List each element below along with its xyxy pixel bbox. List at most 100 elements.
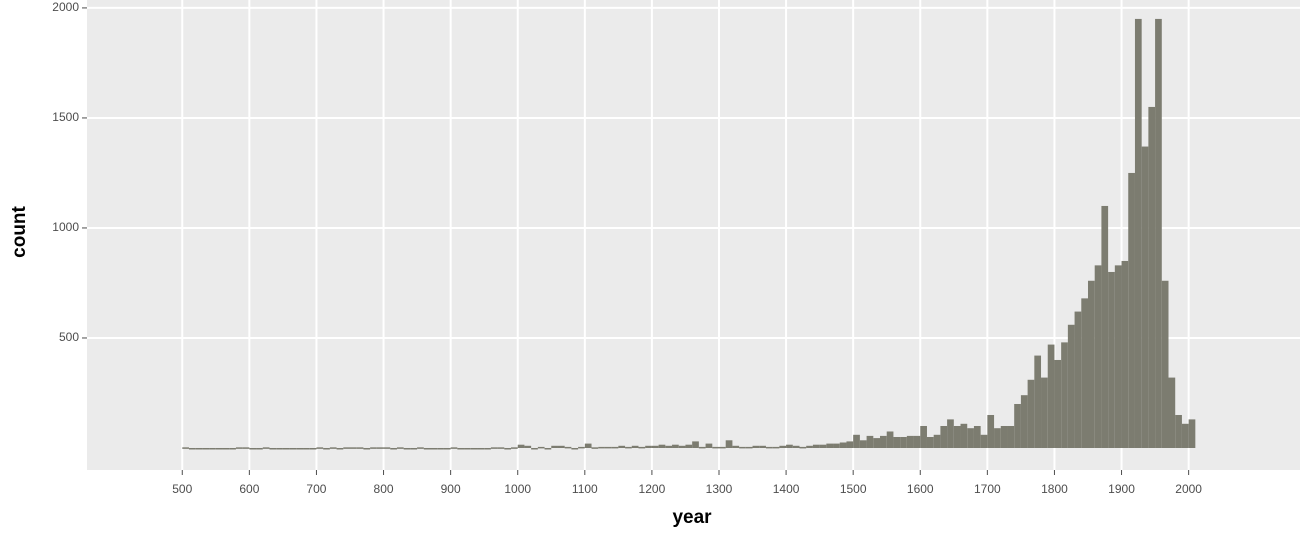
bar [477,447,485,450]
bar [343,447,350,449]
bar [745,446,753,449]
bar [692,441,699,448]
bar [953,425,961,448]
bar [685,444,693,448]
bar [698,446,706,449]
bar [269,447,277,450]
x-tick-label: 900 [441,482,461,496]
bar [1175,414,1182,448]
bar [718,446,726,449]
bar [618,445,626,448]
x-tick-label: 1800 [1041,482,1068,496]
bar [537,446,545,449]
bar [1168,377,1176,448]
x-tick-label: 700 [306,482,326,496]
bar [249,447,257,450]
bar [786,444,793,448]
bar [309,447,317,450]
bar [926,436,934,448]
bar [551,445,558,448]
bar [1087,280,1095,448]
bar [987,414,995,448]
bar [256,447,263,450]
bar [504,447,512,450]
bar [1027,379,1035,448]
x-tick-label: 500 [172,482,192,496]
bar [980,434,988,448]
bar [296,447,304,450]
bar [725,440,733,448]
bar [1161,280,1169,448]
bar [779,445,787,448]
bar [363,447,371,450]
x-tick-label: 1400 [773,482,800,496]
bar [329,447,337,449]
x-tick-label: 1900 [1108,482,1135,496]
bar [1148,106,1156,448]
bar [967,428,974,448]
bar [1081,298,1088,448]
bar [215,447,223,450]
bar [933,434,941,448]
bar [658,444,666,448]
bar [336,447,344,450]
bar [511,447,518,449]
bar [806,445,813,448]
bar [1047,344,1055,448]
bar [846,441,854,448]
x-tick-label: 1300 [706,482,733,496]
bar [625,446,632,449]
bar [1020,395,1028,448]
y-axis-title: count [9,205,30,257]
bar [188,447,196,450]
bar [1101,205,1109,448]
bar [732,445,740,448]
bar [396,447,404,449]
bar [1181,423,1189,448]
bar [833,443,840,448]
x-tick-label: 2000 [1175,482,1202,496]
bar [752,445,760,448]
bar [1067,324,1075,448]
bar [383,447,391,449]
x-tick-label: 800 [374,482,394,496]
bar [403,447,411,450]
bar [1108,271,1115,448]
y-tick-label: 1500 [52,110,79,124]
bar [604,446,612,449]
y-tick-label: 1000 [52,220,79,234]
bar [430,447,438,450]
bar [417,447,424,449]
bar [591,447,599,449]
bar [920,425,927,448]
bar [792,445,800,448]
bar [484,447,491,450]
y-tick-label: 2000 [52,0,79,14]
bar [282,447,290,450]
bar [1007,425,1015,448]
bar [470,447,478,450]
bar [390,447,397,450]
bar [645,445,652,448]
bar [940,425,948,448]
bar [1134,18,1142,448]
bar [423,447,431,450]
bar [611,446,619,449]
x-tick-label: 1000 [504,482,531,496]
bar [705,443,713,448]
bar [356,447,364,449]
bar [994,428,1001,448]
x-tick-label: 1700 [974,482,1001,496]
x-tick-label: 1600 [907,482,934,496]
bar [960,423,968,448]
bar [739,446,746,449]
bar [759,445,766,448]
bar [853,434,860,448]
bar [906,435,914,448]
bar [1041,377,1048,448]
bar [262,447,270,449]
bar [1074,311,1082,448]
bar [1094,265,1102,448]
bar [1188,419,1196,448]
